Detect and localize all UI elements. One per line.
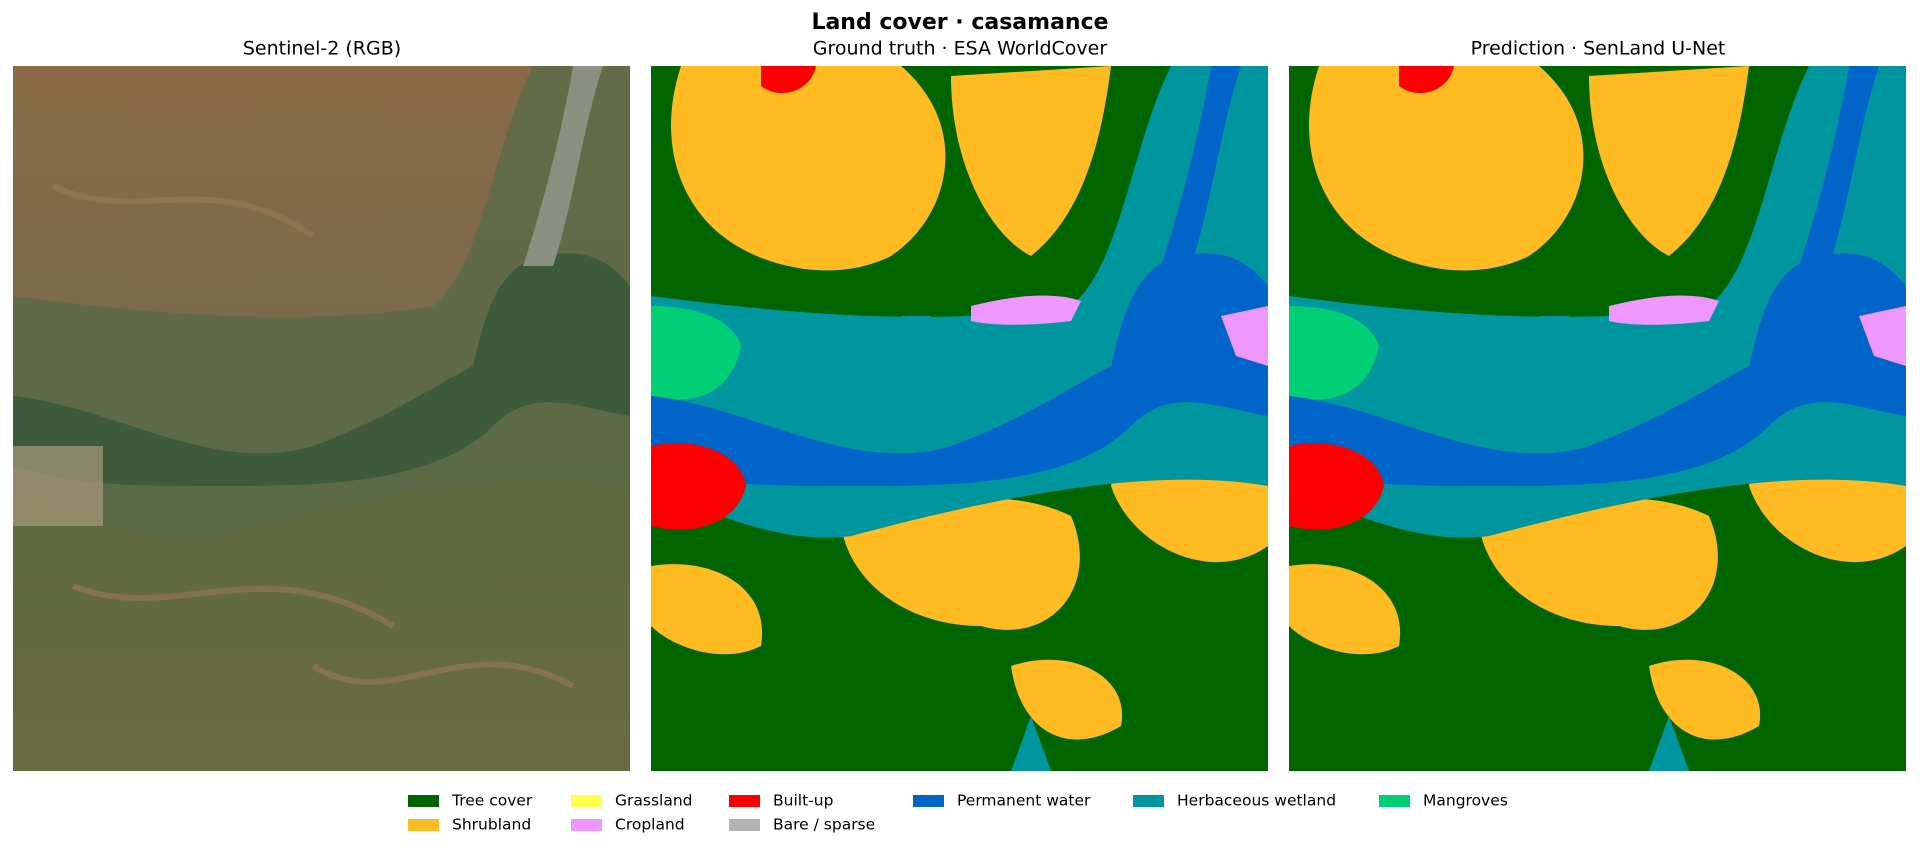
legend-label: Built-up [773,792,833,810]
legend-swatch [729,795,760,807]
legend-swatch [571,819,602,831]
rgb-image [13,66,630,771]
panel-title: Ground truth · ESA WorldCover [813,38,1108,60]
legend-label: Mangroves [1423,792,1508,810]
legend-swatch [571,795,602,807]
ground-truth-map [651,66,1268,771]
legend-label: Shrubland [452,816,531,834]
legend-swatch [408,795,439,807]
panel-title: Sentinel-2 (RGB) [243,38,401,60]
panel-title: Prediction · SenLand U-Net [1471,38,1726,60]
prediction-map [1289,66,1906,771]
legend-swatch [1133,795,1164,807]
legend-swatch [913,795,944,807]
legend-label: Bare / sparse [773,816,875,834]
legend: Tree cover Shrubland Grassland Cropland Buil… [408,792,1508,834]
figure-title: Land cover · casamance [811,10,1108,35]
legend-swatch [1379,795,1410,807]
legend-label: Tree cover [451,792,533,810]
legend-swatch [408,819,439,831]
legend-label: Permanent water [957,792,1091,810]
legend-label: Grassland [615,792,693,810]
legend-label: Herbaceous wetland [1177,792,1336,810]
legend-label: Cropland [615,816,685,834]
legend-swatch [729,819,760,831]
